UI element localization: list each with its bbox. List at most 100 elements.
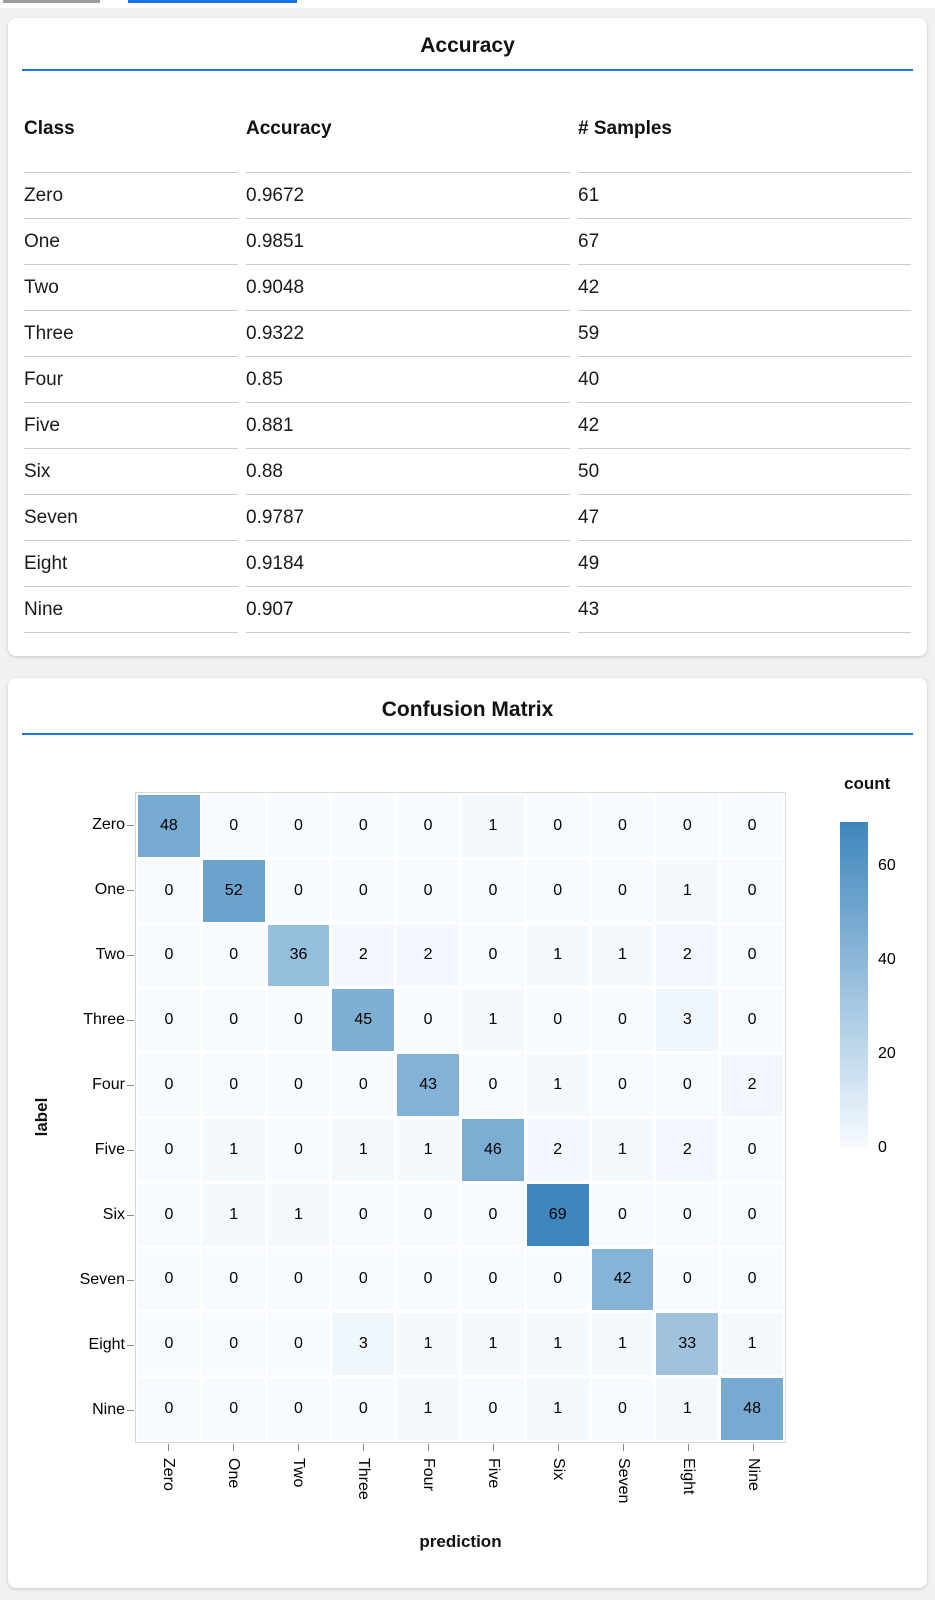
heatmap-cell: 0 bbox=[721, 1118, 783, 1181]
heatmap-cell: 0 bbox=[461, 859, 524, 922]
accuracy-card: Accuracy Class Accuracy # Samples Zero 0.96… bbox=[8, 18, 927, 656]
heatmap-cell: 0 bbox=[138, 1378, 200, 1440]
heatmap-cell: 0 bbox=[267, 1378, 330, 1440]
table-cell: 0.9048 bbox=[246, 265, 570, 311]
heatmap-cell: 0 bbox=[461, 924, 524, 987]
heatmap-cell: 48 bbox=[721, 1378, 783, 1440]
x-tick-mark bbox=[623, 1444, 624, 1451]
legend-title: count bbox=[844, 774, 891, 793]
x-tick-mark bbox=[753, 1444, 754, 1451]
tab-bar bbox=[0, 0, 935, 8]
heatmap-cell: 2 bbox=[397, 924, 459, 987]
y-tick-mark bbox=[127, 825, 134, 826]
heatmap-cell: 0 bbox=[526, 1248, 589, 1311]
column-header: Accuracy bbox=[246, 106, 570, 173]
table-cell: Two bbox=[24, 265, 238, 311]
accuracy-table-header-row: Class Accuracy # Samples bbox=[24, 106, 911, 173]
table-cell: 50 bbox=[578, 449, 911, 495]
heatmap-cell: 0 bbox=[656, 795, 719, 857]
y-tick-label: Zero bbox=[92, 816, 125, 833]
heatmap-cell: 0 bbox=[721, 924, 783, 987]
column-header: # Samples bbox=[578, 106, 911, 173]
heatmap-cell: 1 bbox=[397, 1378, 459, 1440]
x-tick-label: Three bbox=[355, 1458, 372, 1500]
heatmap-cell: 0 bbox=[461, 1378, 524, 1440]
heatmap-cell: 2 bbox=[656, 1118, 719, 1181]
inactive-tab-indicator[interactable] bbox=[3, 0, 100, 3]
x-tick-mark bbox=[428, 1444, 429, 1451]
table-row: Three 0.9322 59 bbox=[24, 311, 911, 357]
table-row: Two 0.9048 42 bbox=[24, 265, 911, 311]
heatmap-cell: 0 bbox=[138, 989, 200, 1052]
heatmap-cell: 69 bbox=[526, 1183, 589, 1246]
x-axis-title: prediction bbox=[419, 1532, 502, 1551]
table-row: Six 0.88 50 bbox=[24, 449, 911, 495]
table-row: Nine 0.907 43 bbox=[24, 587, 911, 633]
heatmap-cell: 2 bbox=[721, 1054, 783, 1116]
table-cell: 0.9851 bbox=[246, 219, 570, 265]
x-tick-label: Six bbox=[550, 1458, 567, 1481]
heatmap-cell: 52 bbox=[202, 859, 265, 922]
table-cell: Six bbox=[24, 449, 238, 495]
heatmap-cell: 0 bbox=[202, 1313, 265, 1376]
heatmap-cell: 1 bbox=[656, 859, 719, 922]
heatmap-cell: 0 bbox=[332, 1248, 395, 1311]
heatmap-cell: 0 bbox=[267, 1248, 330, 1311]
heatmap-cell: 33 bbox=[656, 1313, 719, 1376]
x-tick-label: Nine bbox=[745, 1458, 762, 1491]
table-cell: Nine bbox=[24, 587, 238, 633]
x-tick-mark bbox=[688, 1444, 689, 1451]
heatmap-cell: 0 bbox=[721, 1183, 783, 1246]
heatmap-cell: 0 bbox=[138, 924, 200, 987]
heatmap-cell: 0 bbox=[656, 1183, 719, 1246]
active-tab-indicator[interactable] bbox=[128, 0, 297, 3]
table-cell: 43 bbox=[578, 587, 911, 633]
heatmap-cell: 0 bbox=[591, 1378, 654, 1440]
heatmap-cell: 0 bbox=[526, 795, 589, 857]
heatmap-cell: 48 bbox=[138, 795, 200, 857]
heatmap-cell: 0 bbox=[332, 1183, 395, 1246]
heatmap-cell: 0 bbox=[397, 795, 459, 857]
x-tick-label: Two bbox=[290, 1458, 307, 1488]
heatmap-cell: 1 bbox=[591, 1118, 654, 1181]
legend-gradient-bar bbox=[840, 822, 868, 1148]
legend-tick-label: 40 bbox=[878, 951, 896, 969]
heatmap-cell: 1 bbox=[591, 1313, 654, 1376]
heatmap-cell: 0 bbox=[202, 924, 265, 987]
heatmap-cell: 0 bbox=[267, 859, 330, 922]
y-tick-label: Nine bbox=[92, 1401, 125, 1418]
heatmap-cell: 0 bbox=[138, 1313, 200, 1376]
heatmap-cell: 0 bbox=[591, 795, 654, 857]
heatmap-cell: 0 bbox=[202, 1248, 265, 1311]
table-cell: 0.907 bbox=[246, 587, 570, 633]
heatmap-cell: 3 bbox=[656, 989, 719, 1052]
heatmap-cell: 2 bbox=[526, 1118, 589, 1181]
heatmap-cell: 0 bbox=[138, 1118, 200, 1181]
heatmap-cell: 1 bbox=[526, 1054, 589, 1116]
heatmap-cell: 0 bbox=[267, 1118, 330, 1181]
table-cell: 40 bbox=[578, 357, 911, 403]
heatmap-cell: 0 bbox=[202, 1378, 265, 1440]
heatmap-cell: 0 bbox=[461, 1183, 524, 1246]
y-tick-label: One bbox=[94, 881, 125, 898]
heatmap-cell: 0 bbox=[138, 1183, 200, 1246]
y-tick-mark bbox=[127, 1020, 134, 1021]
heatmap-cell: 0 bbox=[656, 1054, 719, 1116]
y-tick-mark bbox=[127, 1085, 134, 1086]
confusion-matrix-chart: 48 0 0 0 0 1 0 0 0 0 0 52 0 0 0 0 0 0 1 0 0 0 36 2 2 0 1 1 2 0 0 0 0 45 0 1… bbox=[8, 678, 927, 1588]
legend-tick-label: 20 bbox=[878, 1045, 896, 1063]
table-cell: 0.881 bbox=[246, 403, 570, 449]
y-tick-label: Seven bbox=[79, 1271, 125, 1288]
table-cell: 67 bbox=[578, 219, 911, 265]
y-tick-label: Six bbox=[102, 1206, 125, 1223]
heatmap-cell: 0 bbox=[267, 795, 330, 857]
accuracy-table-wrap: Class Accuracy # Samples Zero 0.9672 61 One 0.… bbox=[16, 106, 919, 633]
heatmap-cell: 46 bbox=[461, 1118, 524, 1181]
heatmap-cell: 1 bbox=[397, 1118, 459, 1181]
heatmap-cell: 0 bbox=[591, 859, 654, 922]
heatmap-cell: 0 bbox=[267, 1054, 330, 1116]
x-tick-mark bbox=[298, 1444, 299, 1451]
table-cell: 0.9787 bbox=[246, 495, 570, 541]
table-row: Five 0.881 42 bbox=[24, 403, 911, 449]
